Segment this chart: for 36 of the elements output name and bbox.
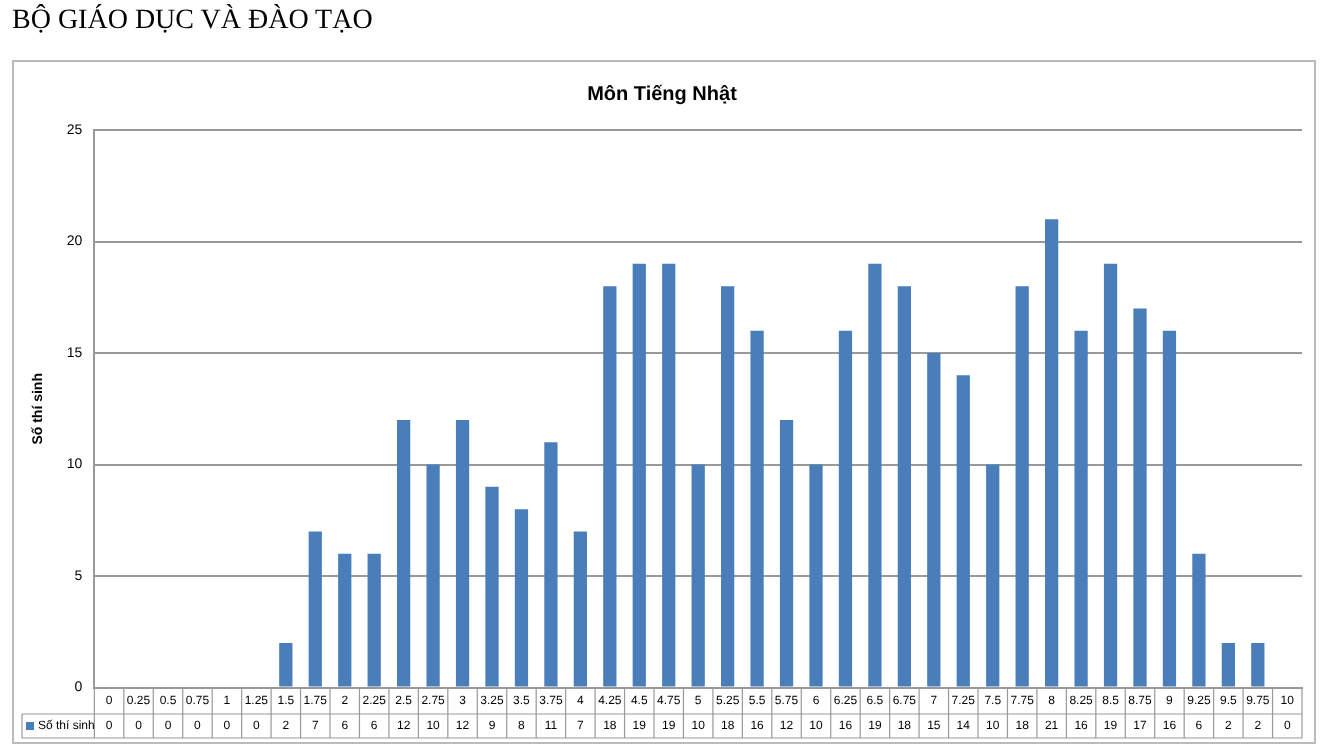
bar [367, 553, 381, 687]
bar [956, 375, 970, 687]
bar [1162, 330, 1177, 687]
bar [514, 509, 529, 687]
chart-title: Môn Tiếng Nhật [587, 83, 739, 106]
bar [279, 642, 293, 687]
bar [426, 464, 440, 687]
bar [897, 286, 911, 687]
bar [1221, 642, 1235, 687]
bar [308, 531, 322, 687]
bar [750, 330, 764, 687]
bar [397, 419, 411, 687]
bar [1045, 219, 1059, 687]
bar [809, 464, 823, 687]
bar [603, 286, 617, 687]
bar [573, 531, 587, 687]
bar [1251, 642, 1265, 687]
bar [1074, 330, 1088, 687]
text: BỘ GIÁO DỤC VÀ ĐÀO TẠO [12, 6, 373, 38]
bar [1192, 553, 1206, 687]
bar [455, 419, 470, 687]
bar [662, 263, 676, 687]
bar [1103, 263, 1118, 687]
bar [1133, 308, 1147, 687]
bar [1015, 286, 1029, 687]
bar [721, 286, 735, 687]
bar [632, 263, 646, 687]
bar [986, 464, 1000, 687]
bar [838, 330, 853, 687]
bar [485, 486, 499, 687]
bar [779, 419, 794, 687]
bar [927, 353, 941, 687]
bar [868, 263, 882, 687]
bar [338, 553, 352, 687]
bar [544, 442, 558, 687]
bar [691, 464, 705, 687]
